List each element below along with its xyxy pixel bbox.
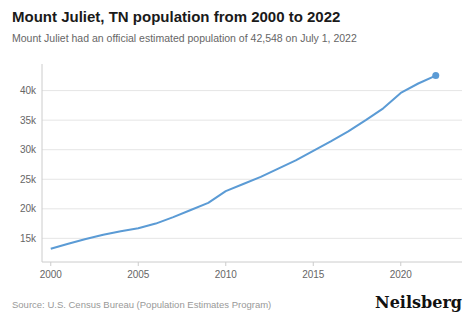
y-tick-label: 15k (20, 233, 37, 244)
x-tick-label: 2015 (302, 269, 325, 280)
chart-container: Mount Juliet, TN population from 2000 to… (0, 0, 474, 316)
x-tick-label: 2010 (215, 269, 238, 280)
x-tick-label: 2005 (127, 269, 150, 280)
x-axis: 2000 2005 2010 2015 2020 (40, 262, 462, 280)
y-tick-label: 25k (20, 174, 37, 185)
y-tick-label: 30k (20, 144, 37, 155)
x-tick (400, 262, 401, 266)
y-axis-line (42, 64, 43, 262)
grid-line (42, 149, 462, 150)
y-axis: 15k 20k 25k 30k 35k 40k (20, 64, 462, 262)
x-tick (50, 262, 51, 266)
y-tick-label: 40k (20, 85, 37, 96)
grid-line (42, 90, 462, 91)
line (51, 76, 436, 249)
last-point (432, 72, 439, 79)
brand: Neilsberg (375, 293, 462, 312)
title: Mount Juliet, TN population from 2000 to… (12, 8, 340, 25)
x-tick (138, 262, 139, 266)
source: Source: U.S. Census Bureau (Population E… (12, 299, 271, 310)
x-axis-line (42, 262, 462, 263)
grid-line (42, 238, 462, 239)
x-tick (225, 262, 226, 266)
grid-line (42, 120, 462, 121)
subtitle: Mount Juliet had an official estimated p… (12, 32, 357, 44)
grid-line (42, 208, 462, 209)
x-tick-label: 2000 (40, 269, 63, 280)
x-tick (313, 262, 314, 266)
x-tick-label: 2020 (390, 269, 413, 280)
background (0, 0, 474, 316)
y-tick-label: 20k (20, 203, 37, 214)
plot-area (51, 72, 440, 249)
y-tick-label: 35k (20, 115, 37, 126)
chart-svg: Mount Juliet, TN population from 2000 to… (0, 0, 474, 316)
